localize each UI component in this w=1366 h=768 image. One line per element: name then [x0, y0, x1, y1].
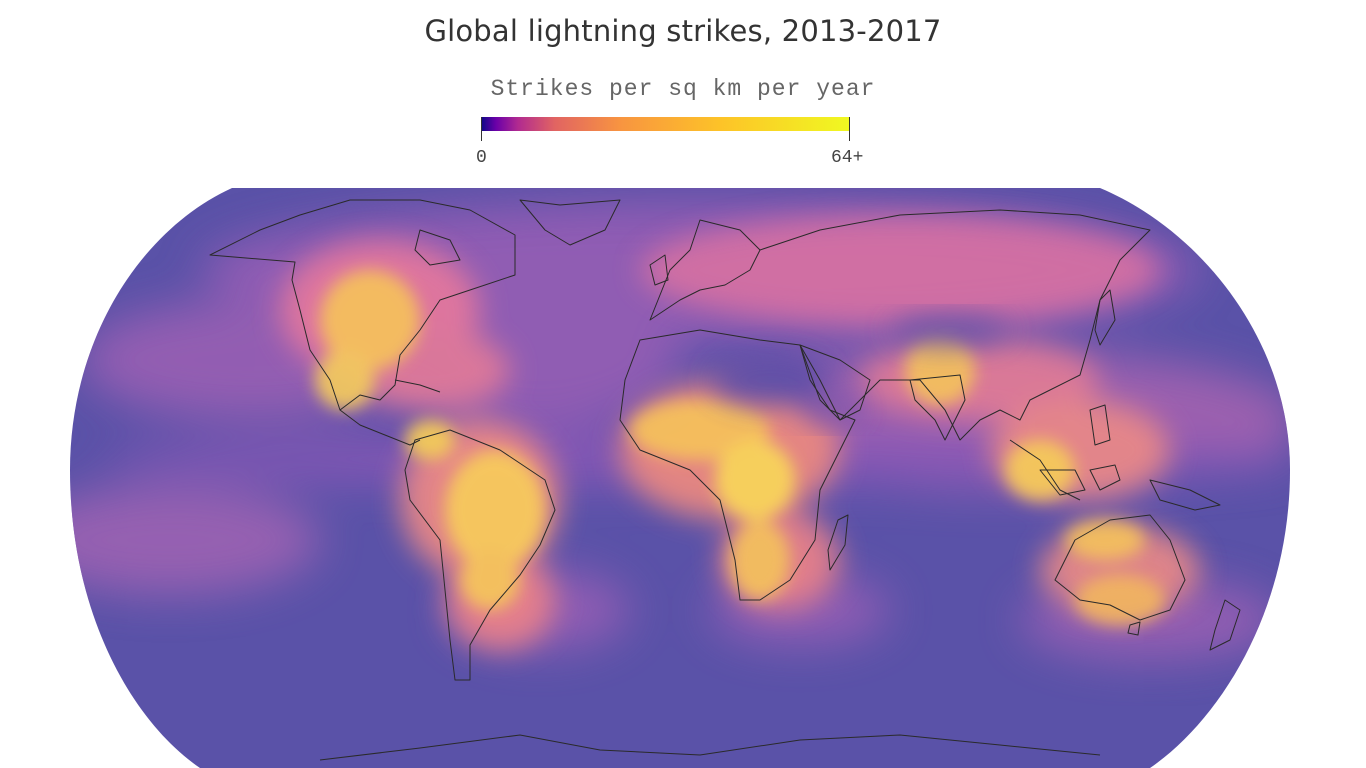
map-area [0, 186, 1366, 768]
color-legend: Strikes per sq km per year 0 64+ [0, 0, 1366, 180]
coastlines [209, 199, 1241, 761]
legend-tick-max [849, 117, 850, 141]
legend-title: Strikes per sq km per year [490, 76, 876, 102]
legend-min-label: 0 [476, 148, 487, 168]
chart-title: Global lightning strikes, 2013-2017 [424, 14, 942, 48]
world-map [70, 188, 1290, 768]
legend-tick-min [481, 117, 482, 141]
legend-color-bar [481, 117, 850, 131]
legend-max-label: 64+ [831, 148, 864, 168]
